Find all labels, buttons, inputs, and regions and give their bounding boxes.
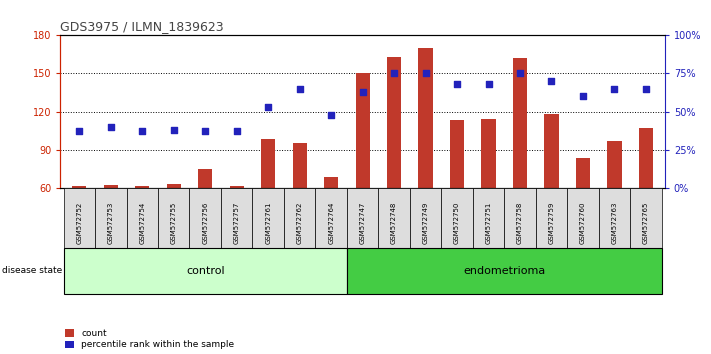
Point [74, 129, 85, 134]
Text: GDS3975 / ILMN_1839623: GDS3975 / ILMN_1839623 [60, 20, 224, 33]
Bar [198, 169, 213, 188]
Bar [607, 141, 621, 188]
Text: GSM572749: GSM572749 [422, 202, 429, 244]
Point [514, 70, 525, 76]
Bar [230, 186, 244, 188]
Point [420, 70, 432, 76]
Bar [73, 186, 87, 188]
Point [105, 124, 117, 130]
Point [577, 93, 589, 99]
Point [231, 129, 242, 134]
Point [357, 89, 368, 95]
Text: GSM572754: GSM572754 [139, 202, 145, 244]
Bar [450, 120, 464, 188]
Text: GSM572755: GSM572755 [171, 202, 177, 244]
Text: GSM572763: GSM572763 [611, 202, 617, 244]
Bar [387, 57, 401, 188]
Text: GSM572759: GSM572759 [548, 202, 555, 244]
Legend: count, percentile rank within the sample: count, percentile rank within the sample [65, 329, 235, 349]
Point [609, 86, 620, 92]
Point [483, 81, 494, 87]
Bar [324, 177, 338, 188]
Point [326, 112, 337, 118]
Point [137, 129, 148, 134]
Text: GSM572761: GSM572761 [265, 202, 271, 244]
Text: endometrioma: endometrioma [463, 266, 545, 276]
Bar [261, 139, 275, 188]
Text: GSM572747: GSM572747 [360, 202, 365, 244]
Point [546, 78, 557, 84]
Point [294, 86, 305, 92]
Bar [576, 159, 590, 188]
Point [168, 127, 179, 133]
Text: GSM572748: GSM572748 [391, 202, 397, 244]
Bar [638, 128, 653, 188]
Text: GSM572753: GSM572753 [108, 202, 114, 244]
Text: GSM572765: GSM572765 [643, 202, 649, 244]
Text: GSM572752: GSM572752 [76, 202, 82, 244]
Point [388, 70, 400, 76]
Bar [419, 48, 433, 188]
Bar [356, 73, 370, 188]
Text: GSM572750: GSM572750 [454, 202, 460, 244]
Bar [104, 185, 118, 188]
Bar [545, 114, 559, 188]
Bar [481, 119, 496, 188]
Point [262, 104, 274, 110]
Text: GSM572760: GSM572760 [580, 202, 586, 244]
Point [200, 129, 211, 134]
Text: GSM572764: GSM572764 [328, 202, 334, 244]
Point [640, 86, 651, 92]
Text: GSM572757: GSM572757 [234, 202, 240, 244]
Text: GSM572758: GSM572758 [517, 202, 523, 244]
Text: GSM572756: GSM572756 [202, 202, 208, 244]
Text: GSM572751: GSM572751 [486, 202, 491, 244]
Bar [292, 143, 306, 188]
Text: control: control [186, 266, 225, 276]
Text: GSM572762: GSM572762 [296, 202, 303, 244]
Text: disease state ▶: disease state ▶ [2, 266, 72, 275]
Point [451, 81, 463, 87]
Bar [135, 186, 149, 188]
Bar [166, 184, 181, 188]
Bar [513, 58, 527, 188]
